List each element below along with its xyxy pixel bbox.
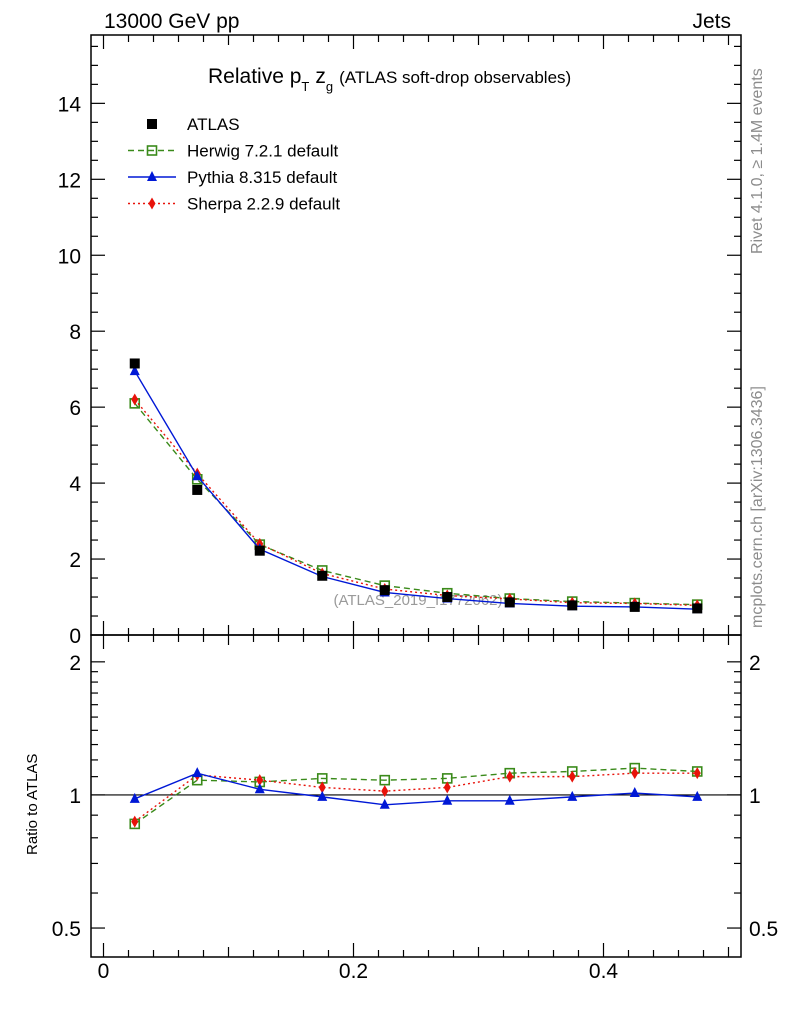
- ratio-point-herwig: [379, 774, 391, 786]
- point-atlas: [629, 601, 640, 612]
- point-atlas: [317, 570, 328, 581]
- y-tick-label: 6: [69, 397, 81, 420]
- ratio-point-sherpa: [506, 770, 514, 783]
- point-atlas: [192, 484, 203, 495]
- ratio-point-pythia: [254, 783, 265, 794]
- ratio-point-sherpa: [381, 785, 389, 798]
- x-axis: 0 0.2 0.4: [98, 35, 730, 983]
- ratio-y-tick-label: 1: [69, 785, 81, 808]
- y-tick-label: 2: [69, 549, 81, 572]
- title-sub-g: g: [326, 79, 333, 94]
- legend-label-atlas: ATLAS: [187, 115, 240, 134]
- y-tick-label: 10: [58, 245, 81, 268]
- series-line-sherpa: [134, 399, 698, 607]
- ratio-plot-series: [129, 762, 703, 830]
- ratio-point-pythia: [442, 794, 453, 805]
- header-left: 13000 GeV pp: [104, 10, 239, 33]
- ratio-point-sherpa: [631, 767, 639, 780]
- legend-item-herwig: Herwig 7.2.1 default: [128, 142, 338, 161]
- title-prefix: Relative p: [208, 65, 301, 88]
- ratio-point-pythia: [192, 767, 203, 778]
- y-tick-label: 4: [69, 473, 81, 496]
- ratio-y-tick-label: 0.5: [52, 918, 81, 941]
- ratio-y-tick-label-right: 0.5: [749, 918, 778, 941]
- y-tick-label: 14: [58, 93, 82, 116]
- ratio-point-pythia: [692, 790, 703, 801]
- legend-marker-sherpa: [148, 197, 156, 210]
- header-right: Jets: [692, 10, 731, 33]
- point-atlas: [442, 592, 453, 603]
- ratio-point-sherpa: [568, 770, 576, 783]
- mcplots-credit-label: mcplots.cern.ch [arXiv:1306.3436]: [749, 386, 766, 628]
- ratio-y-tick-label-right: 2: [749, 652, 761, 675]
- series-line-herwig: [134, 402, 698, 606]
- ratio-y-axis: 0.5 0.5 1 1 2 2: [52, 652, 778, 941]
- y-tick-label: 0: [69, 625, 81, 648]
- title-suffix: (ATLAS soft-drop observables): [339, 68, 571, 87]
- legend-label-pythia: Pythia 8.315 default: [187, 168, 338, 187]
- title-z: z: [315, 65, 326, 88]
- main-plot-series: [129, 358, 703, 614]
- ratio-point-pythia: [317, 790, 328, 801]
- point-pythia: [192, 470, 203, 481]
- point-atlas: [129, 358, 140, 369]
- main-y-axis: 0 2 4 6 8 10 12 14: [58, 45, 741, 648]
- legend-marker-herwig: [146, 145, 158, 156]
- x-tick-label: 0.4: [589, 960, 619, 983]
- point-atlas: [504, 597, 515, 608]
- plot-title: Relative pT zg (ATLAS soft-drop observable…: [208, 65, 571, 94]
- point-sherpa: [131, 393, 139, 406]
- ratio-point-sherpa: [318, 781, 326, 794]
- legend-marker-pythia: [147, 171, 157, 181]
- ratio-point-pythia: [379, 798, 390, 809]
- title-sub-t: T: [301, 79, 309, 94]
- legend-marker-atlas: [147, 119, 157, 129]
- legend-item-sherpa: Sherpa 2.2.9 default: [128, 195, 340, 214]
- ratio-panel-frame: [90, 634, 742, 958]
- series-line-pythia: [134, 370, 698, 610]
- point-atlas: [692, 603, 703, 614]
- y-tick-label: 8: [69, 321, 81, 344]
- ratio-point-pythia: [504, 794, 515, 805]
- y-tick-label: 12: [58, 169, 81, 192]
- legend-item-pythia: Pythia 8.315 default: [128, 168, 338, 187]
- ratio-point-sherpa: [256, 774, 264, 787]
- legend: ATLAS Herwig 7.2.1 default Pythia 8.315 de…: [128, 115, 340, 214]
- ratio-point-sherpa: [131, 815, 139, 828]
- ratio-point-pythia: [129, 792, 140, 803]
- ratio-point-pythia: [629, 787, 640, 798]
- ratio-y-tick-label-right: 1: [749, 785, 761, 808]
- legend-label-herwig: Herwig 7.2.1 default: [187, 142, 338, 161]
- ratio-y-axis-label: Ratio to ATLAS: [24, 754, 41, 855]
- x-tick-label: 0: [98, 960, 110, 983]
- ratio-point-sherpa: [693, 767, 701, 780]
- x-tick-label: 0.2: [339, 960, 368, 983]
- rivet-version-label: Rivet 4.1.0, ≥ 1.4M events: [749, 68, 766, 254]
- ratio-point-pythia: [567, 790, 578, 801]
- point-pythia: [129, 365, 140, 376]
- ratio-y-tick-label: 2: [69, 652, 81, 675]
- point-atlas: [379, 585, 390, 596]
- point-atlas: [254, 545, 265, 556]
- point-atlas: [567, 600, 578, 611]
- legend-label-sherpa: Sherpa 2.2.9 default: [187, 195, 340, 214]
- ratio-point-sherpa: [443, 781, 451, 794]
- ratio-line-herwig: [134, 767, 698, 825]
- legend-item-atlas: ATLAS: [147, 115, 240, 134]
- ratio-line-pythia: [134, 772, 698, 806]
- ratio-line-sherpa: [134, 772, 698, 823]
